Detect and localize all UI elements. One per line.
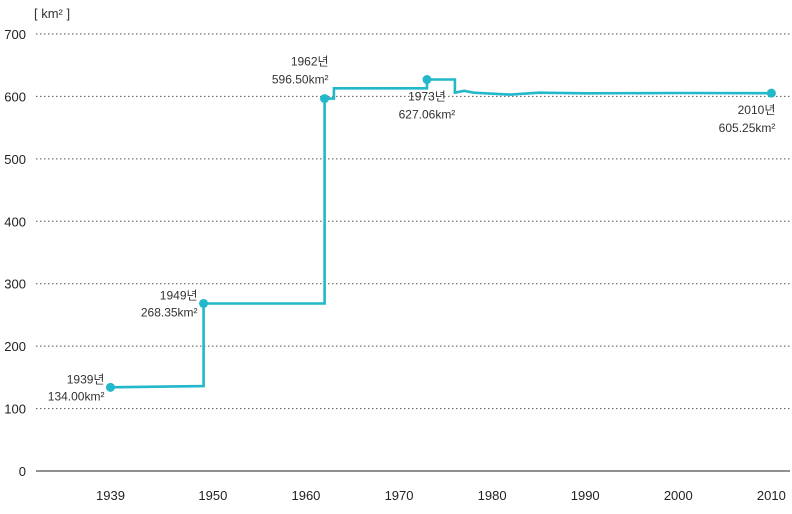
x-tick-label: 1960: [291, 488, 320, 503]
markers-layer: [105, 75, 776, 392]
annotation-year: 1962년: [291, 55, 329, 69]
annotations-layer: 1939년 134.00km² 1949년 268.35km² 1962년 596.50k…: [48, 55, 776, 404]
annotation-year: 1973년: [408, 90, 446, 104]
annotation-value: 596.50km²: [272, 73, 329, 87]
annotation-value: 268.35km²: [141, 305, 198, 319]
y-tick-label: 700: [4, 27, 26, 42]
x-axis-ticks: 1939 1950 1960 1970 1980 1990 2000 2010: [96, 488, 786, 503]
data-point-marker: [422, 75, 432, 85]
y-tick-label: 400: [4, 214, 26, 229]
annotation-year: 2010년: [738, 103, 776, 117]
series-line: [110, 78, 772, 389]
data-point-marker: [105, 382, 115, 392]
data-point-marker: [199, 298, 209, 308]
annotation-value: 605.25km²: [719, 121, 776, 135]
y-tick-label: 200: [4, 339, 26, 354]
x-tick-label: 1970: [385, 488, 414, 503]
grid-lines: [36, 33, 790, 472]
y-tick-label: 600: [4, 89, 26, 104]
x-tick-label: 1980: [478, 488, 507, 503]
y-tick-label: 0: [19, 464, 26, 479]
x-tick-label: 2000: [664, 488, 693, 503]
annotation-value: 627.06km²: [399, 108, 456, 122]
x-tick-label: 1939: [96, 488, 125, 503]
x-tick-label: 2010: [757, 488, 786, 503]
y-tick-label: 500: [4, 152, 26, 167]
data-point-marker: [320, 94, 330, 104]
x-tick-label: 1950: [198, 488, 227, 503]
series-layer: [110, 78, 772, 389]
x-tick-label: 1990: [571, 488, 600, 503]
y-unit-label: [ km² ]: [34, 6, 70, 21]
annotation-value: 134.00km²: [48, 389, 105, 403]
y-axis-ticks: 0 100 200 300 400 500 600 700: [4, 27, 26, 479]
y-tick-label: 100: [4, 402, 26, 417]
y-tick-label: 300: [4, 277, 26, 292]
annotation-year: 1949년: [160, 288, 198, 302]
data-point-marker: [766, 88, 776, 98]
annotation-year: 1939년: [67, 372, 105, 386]
